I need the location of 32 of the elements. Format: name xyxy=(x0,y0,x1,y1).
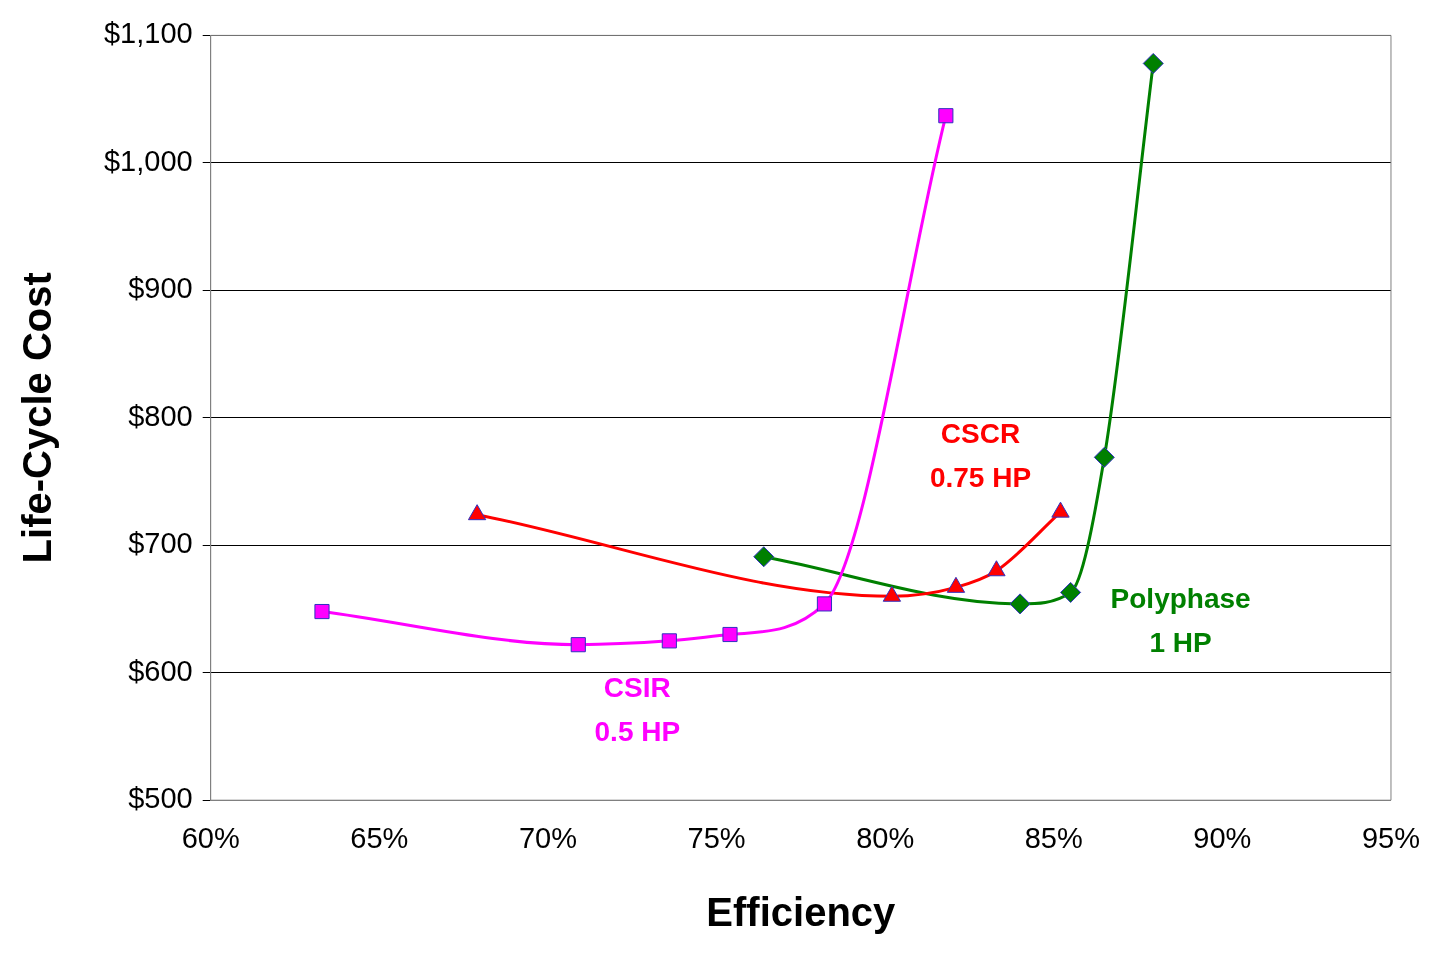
series-label: Polyphase 1 HP xyxy=(1110,583,1251,659)
point xyxy=(722,626,738,643)
point xyxy=(1093,446,1115,468)
x-tick-label: 90% xyxy=(1193,821,1252,854)
x-axis-title: Efficiency xyxy=(706,890,897,935)
point xyxy=(816,596,833,612)
x-tick-label: 75% xyxy=(687,821,746,854)
point xyxy=(467,504,487,521)
y-tick-label: $800 xyxy=(128,399,193,432)
x-tick-label: 85% xyxy=(1024,821,1083,854)
y-tick-label: $500 xyxy=(128,782,193,815)
point xyxy=(1142,52,1164,74)
point xyxy=(1060,581,1082,603)
y-axis-title: Life-Cycle Cost xyxy=(15,272,60,564)
point xyxy=(1009,593,1031,615)
point xyxy=(938,108,954,124)
y-tick-label: $900 xyxy=(128,272,193,305)
point xyxy=(753,546,775,568)
x-tick-label: 70% xyxy=(518,821,577,854)
y-tick-label: $1,000 xyxy=(104,144,193,177)
y-tick-label: $700 xyxy=(128,527,193,560)
series-label: CSIR 0.5 HP xyxy=(594,671,681,747)
y-tick-label: $1,100 xyxy=(104,17,193,50)
x-tick-label: 95% xyxy=(1361,821,1420,854)
x-tick-label: 60% xyxy=(181,821,240,854)
x-tick-label: 65% xyxy=(350,821,409,854)
point xyxy=(570,637,586,653)
point xyxy=(661,633,677,649)
series-label: CSCR 0.75 HP xyxy=(929,417,1032,493)
y-tick-label: $600 xyxy=(128,654,193,687)
x-tick-label: 80% xyxy=(856,821,915,854)
point xyxy=(314,603,330,620)
